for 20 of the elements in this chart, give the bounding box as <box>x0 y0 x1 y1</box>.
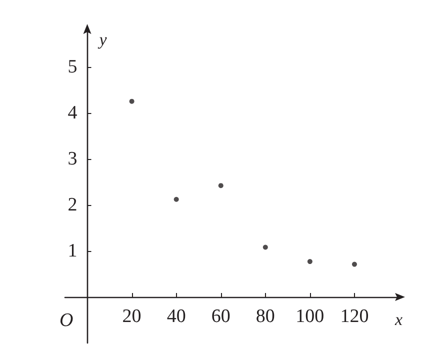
y-axis-title: y <box>97 30 108 49</box>
x-tick-label: 100 <box>296 306 324 327</box>
y-tick-label: 4 <box>68 102 78 124</box>
x-tick-label: 20 <box>122 306 142 327</box>
point <box>307 259 312 264</box>
y-tick-label: 5 <box>68 56 78 78</box>
point <box>218 183 224 188</box>
point <box>174 196 179 202</box>
y-tick-label: 3 <box>68 148 78 170</box>
x-axis-title: x <box>394 310 403 329</box>
annotation: O <box>60 310 74 331</box>
x-tick-label: 120 <box>340 306 369 327</box>
point <box>352 262 357 267</box>
point <box>129 98 134 104</box>
x-tick-label: 60 <box>211 306 230 327</box>
y-tick-label: 2 <box>68 194 78 216</box>
y-tick-label: 1 <box>68 240 78 262</box>
x-tick-label: 80 <box>256 306 275 327</box>
x-tick-label: 40 <box>166 306 186 327</box>
point <box>262 244 268 250</box>
